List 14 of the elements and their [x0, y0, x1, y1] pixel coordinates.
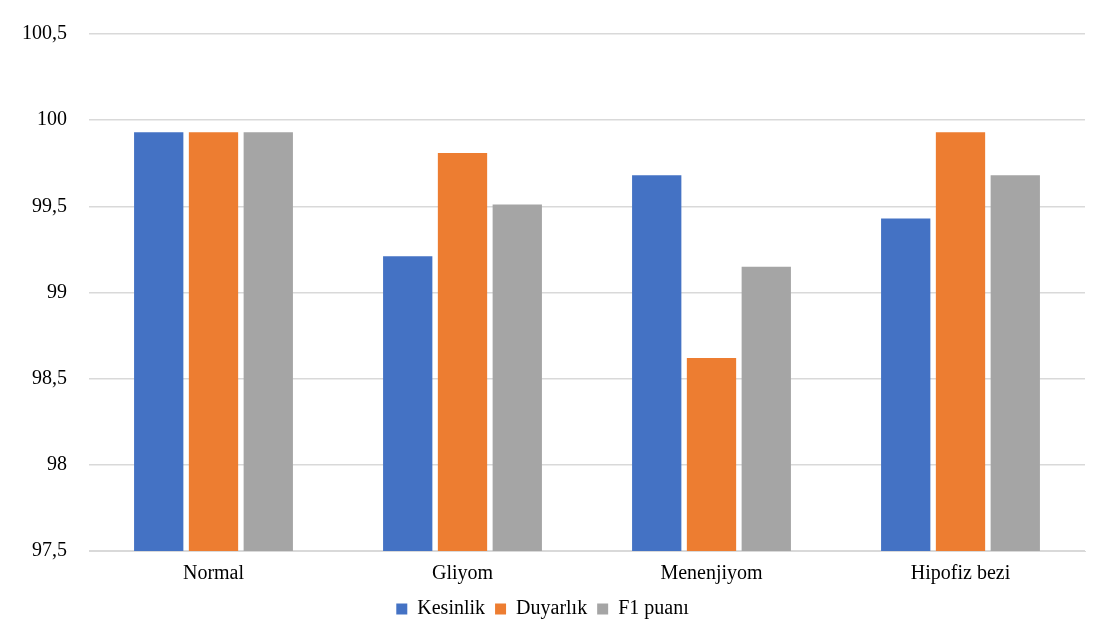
- x-tick-label: Hipofiz bezi: [910, 561, 1011, 585]
- legend-label: Duyarlık: [516, 596, 588, 620]
- x-tick-label: Menenjiyom: [660, 561, 764, 585]
- y-tick-label: 98,5: [32, 365, 67, 388]
- y-tick-label: 100,5: [22, 21, 67, 44]
- y-tick-label: 97,5: [32, 538, 67, 561]
- legend-label: Kesinlik: [417, 596, 486, 619]
- y-tick-label: 98: [47, 452, 67, 475]
- y-tick-label: 99: [47, 279, 67, 302]
- x-tick-label: Gliyom: [431, 561, 494, 585]
- x-tick-label: Normal: [182, 561, 245, 584]
- legend-label: F1 puanı: [618, 596, 690, 620]
- y-tick-label: 99,5: [32, 193, 67, 216]
- y-tick-label: 100: [37, 107, 67, 130]
